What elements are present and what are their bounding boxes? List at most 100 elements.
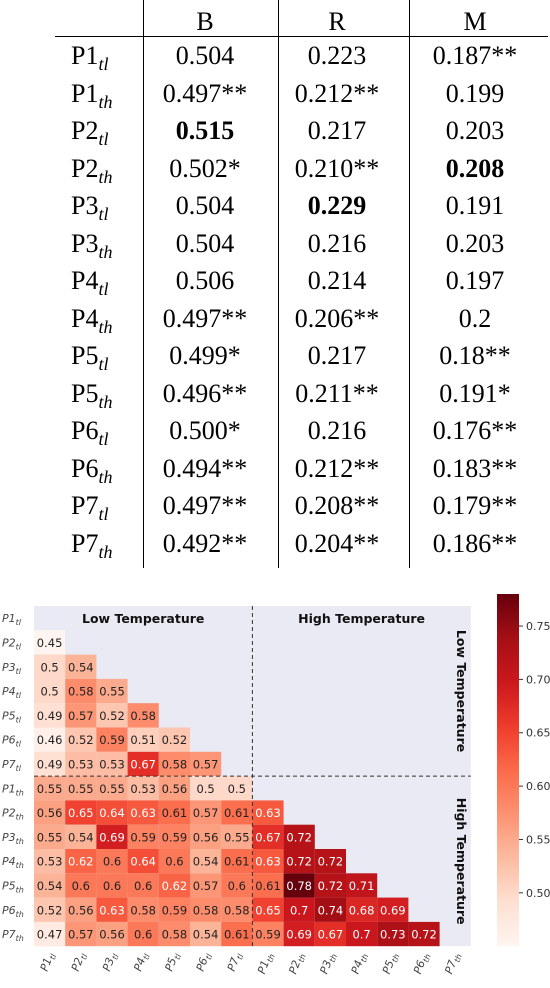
y-tick-label: P1th — [2, 782, 24, 797]
heatmap-cell — [65, 703, 97, 728]
table-row-label: P3th — [71, 229, 112, 261]
table-cell: 0.504 — [175, 191, 235, 220]
x-tick-label-subscript: th — [453, 953, 464, 964]
y-tick-label-base: P6 — [2, 904, 16, 917]
row-label-subscript: th — [98, 466, 113, 487]
x-tick-label-subscript: th — [328, 953, 339, 964]
x-tick-label: P1th — [255, 951, 277, 977]
heatmap-cell — [96, 921, 128, 947]
heatmap-cell-value: 0.7 — [352, 928, 370, 942]
heatmap-cell — [34, 921, 66, 947]
heatmap-cell — [221, 849, 253, 874]
heatmap-cell-value: 0.61 — [224, 855, 250, 869]
heatmap-cell — [65, 849, 97, 874]
y-tick-label-base: P1 — [2, 612, 16, 625]
table-row-label: P4tl — [71, 266, 108, 299]
row-label-base: P1 — [71, 41, 99, 70]
x-tick-label-base: P2 — [69, 956, 86, 973]
heatmap-cell-value: 0.52 — [68, 733, 94, 747]
heatmap-cell-value: 0.58 — [224, 903, 250, 917]
correlation-heatmap: 0.45 0.5 0.54 0.5 0.58 0.55 0.49 0.57 0.52 0.58 0.… — [0, 592, 550, 988]
table-row-label: P3tl — [71, 192, 108, 224]
heatmap-cell — [283, 824, 315, 849]
x-tick-label-base: P5 — [163, 956, 180, 973]
table-cell: 0.497** — [162, 491, 248, 520]
heatmap-cell — [190, 897, 222, 922]
row-label-subscript: tl — [98, 204, 109, 224]
table-cell: 0.206** — [294, 303, 380, 333]
table-column-divider — [409, 0, 410, 568]
row-label-subscript: th — [98, 241, 113, 262]
table-row-label: P7th — [71, 529, 112, 561]
heatmap-cell — [96, 678, 128, 704]
heatmap-cell — [34, 654, 66, 679]
heatmap-cell-value: 0.52 — [99, 709, 125, 723]
heatmap-cell-value: 0.63 — [255, 855, 281, 869]
table-row-label: P7tl — [71, 491, 108, 524]
heatmap-cell — [221, 921, 253, 947]
heatmap-cell — [314, 921, 346, 947]
heatmap-cell-value: 0.57 — [68, 928, 94, 942]
y-tick-label-subscript: th — [16, 837, 24, 846]
x-tick-label-subscript: th — [297, 953, 308, 964]
heatmap-cell — [346, 921, 378, 947]
y-tick-label: P7tl — [2, 758, 22, 773]
heatmap-cell-value: 0.6 — [165, 855, 183, 869]
heatmap-cell — [252, 800, 284, 825]
x-tick-label-subscript: tl — [48, 952, 59, 961]
row-label-base: P5 — [71, 378, 99, 408]
row-label-subscript: th — [98, 391, 113, 412]
table-row-label: P1th — [71, 79, 112, 111]
x-tick-label-subscript: th — [421, 953, 432, 964]
colorbar-tick-label: 0.50 — [526, 887, 550, 900]
y-tick-label-base: P7 — [2, 758, 16, 771]
heatmap-cell — [158, 873, 190, 898]
heatmap-cell — [65, 727, 97, 752]
heatmap-cell-value: 0.55 — [37, 830, 63, 844]
heatmap-cell-value: 0.5 — [40, 660, 58, 674]
x-tick-label: P4tl — [131, 950, 152, 974]
heatmap-cell — [158, 897, 190, 922]
heatmap-cell — [127, 776, 159, 801]
row-label-base: P5 — [71, 341, 99, 370]
table-cell: 0.216 — [307, 228, 367, 258]
heatmap-cell-value: 0.53 — [68, 757, 94, 771]
row-label-subscript: th — [98, 316, 113, 337]
heatmap-cell — [96, 849, 128, 874]
table-row-label: P1tl — [71, 41, 108, 74]
region-label-right-lower: High Temperature — [454, 798, 469, 925]
heatmap-cell — [283, 921, 315, 947]
x-tick-label-base: P6 — [194, 956, 211, 973]
heatmap-cell-value: 0.6 — [134, 928, 152, 942]
x-tick-label-subscript: th — [390, 953, 401, 964]
y-tick-label-base: P2 — [2, 807, 16, 820]
y-tick-label: P5tl — [2, 709, 22, 724]
heatmap-cell-value: 0.72 — [318, 855, 344, 869]
x-tick-label: P2th — [286, 951, 308, 977]
row-label-base: P7 — [71, 491, 99, 520]
x-tick-label-subscript: tl — [235, 952, 246, 961]
x-tick-label-base: P4 — [349, 959, 366, 976]
heatmap-cell-value: 0.55 — [99, 782, 125, 796]
heatmap-cell-value: 0.67 — [255, 830, 281, 844]
table-column-header: M — [463, 7, 487, 36]
heatmap-cell-value: 0.7 — [290, 903, 308, 917]
table-cell: 0.212** — [294, 453, 380, 483]
row-label-base: P4 — [71, 266, 99, 295]
heatmap-cell-value: 0.54 — [193, 855, 219, 869]
y-tick-label-subscript: tl — [16, 691, 22, 700]
table-cell: 0.199 — [445, 78, 505, 108]
heatmap-cell-value: 0.54 — [193, 928, 219, 942]
y-tick-label: P5th — [2, 879, 24, 894]
heatmap-cell-value: 0.45 — [37, 636, 63, 650]
table-cell: 0.203 — [445, 228, 505, 258]
table-cell: 0.217 — [307, 116, 367, 145]
heatmap-cell — [34, 800, 66, 825]
heatmap-cell-value: 0.63 — [99, 903, 125, 917]
table-cell: 0.515 — [175, 116, 235, 145]
heatmap-cell-value: 0.69 — [380, 903, 406, 917]
heatmap-cell-value: 0.65 — [68, 806, 94, 820]
heatmap-cell — [127, 873, 159, 898]
heatmap-cell — [96, 751, 128, 777]
heatmap-cell-value: 0.58 — [162, 928, 188, 942]
